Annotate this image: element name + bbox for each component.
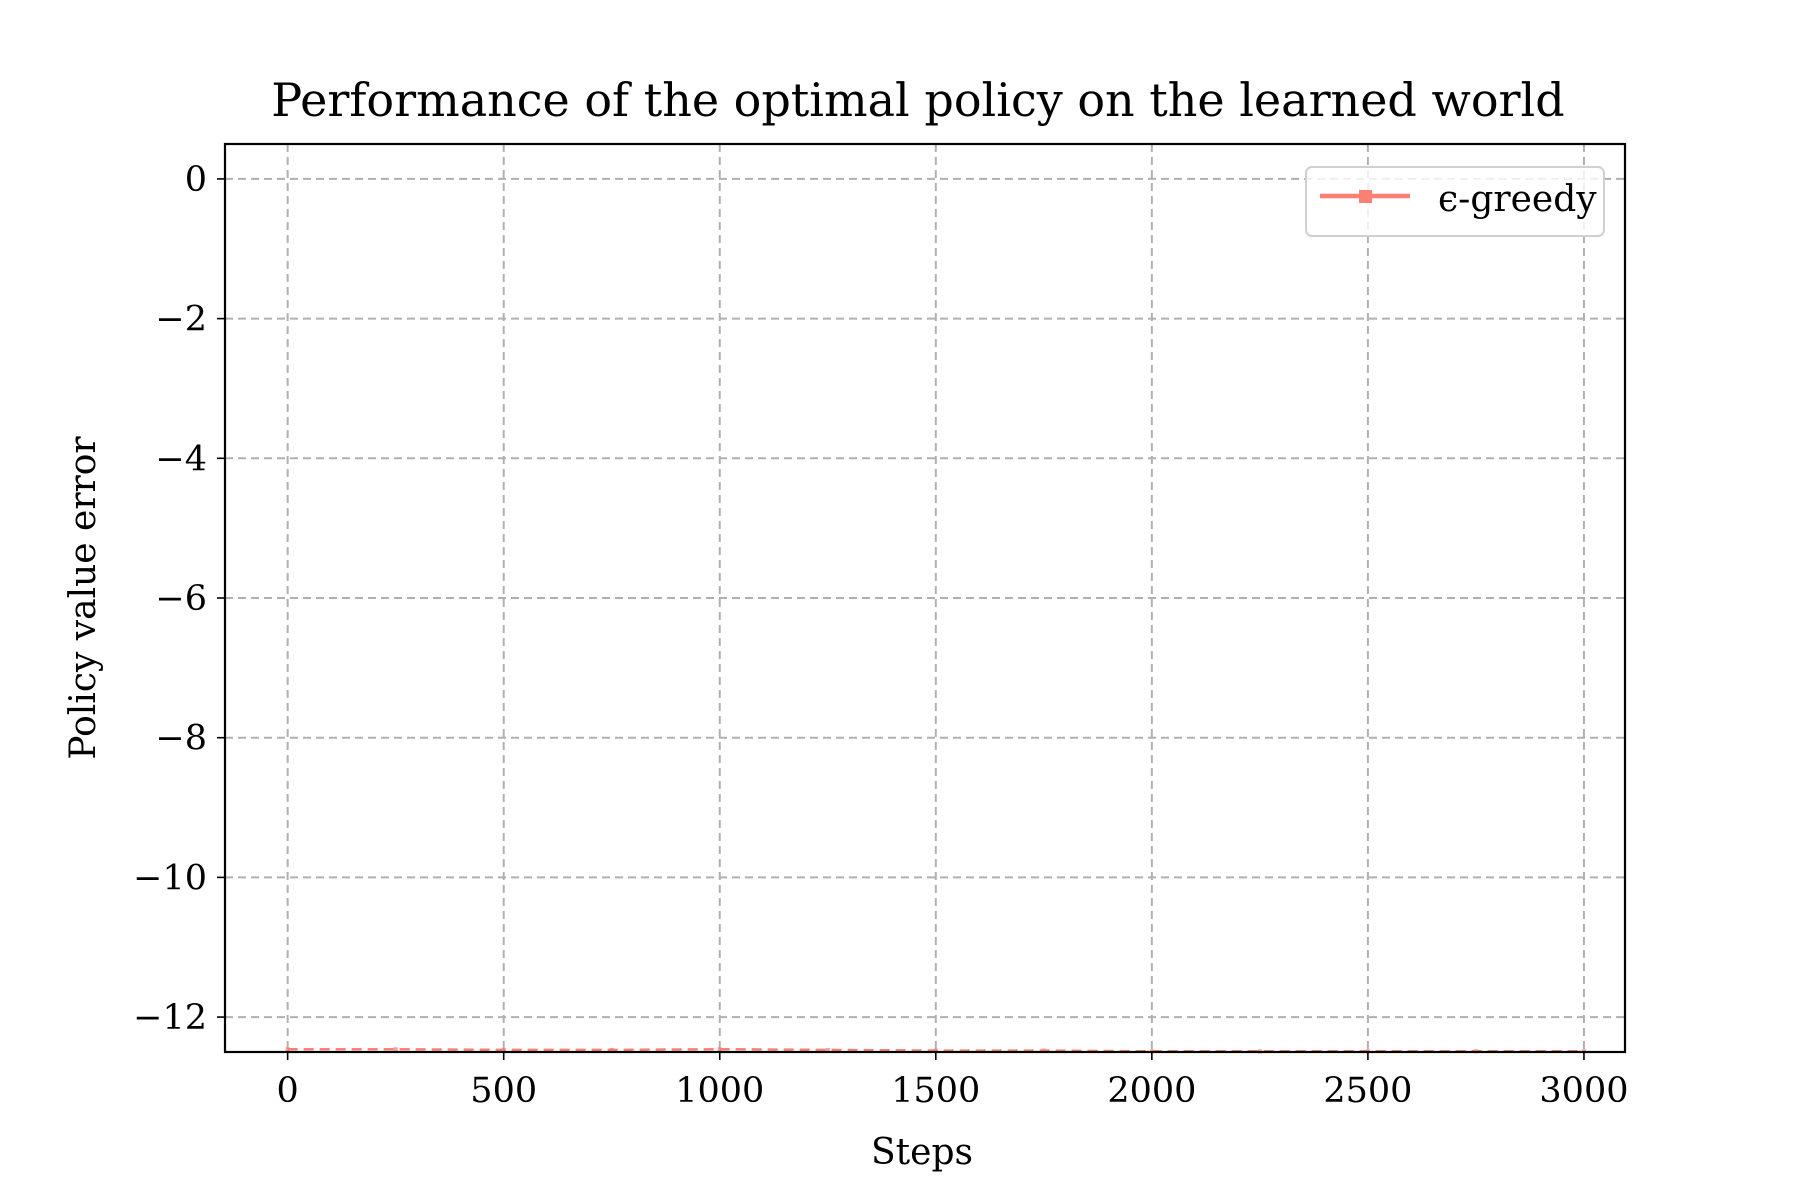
- x-axis-ticks: 0 500 1000 1500 2000 2500 3000: [277, 1052, 1628, 1111]
- series-point-0-2: [501, 1047, 506, 1052]
- grid: [225, 144, 1625, 1052]
- x-tick-label-0: 0: [277, 1071, 299, 1111]
- legend-label: ϵ-greedy: [1438, 179, 1597, 220]
- legend-frame: [1305, 166, 1605, 237]
- series-point-0-5: [825, 1047, 830, 1052]
- series-point-0-0: [285, 1047, 290, 1052]
- legend: ϵ-greedy: [1305, 166, 1605, 237]
- series-point-0-6: [933, 1048, 938, 1053]
- y-tick-label-2: −4: [155, 439, 207, 479]
- x-tick-label-5: 2500: [1323, 1071, 1412, 1111]
- x-tick-label-1: 500: [470, 1071, 537, 1111]
- y-axis-ticks: 0 −2 −4 −6 −8 −10 −12: [133, 160, 225, 1038]
- series-point-0-1: [393, 1047, 398, 1052]
- y-tick-label-1: −2: [155, 300, 207, 340]
- chart-title: Performance of the optimal policy on the…: [271, 73, 1564, 127]
- x-tick-label-3: 1500: [891, 1071, 980, 1111]
- series-point-0-4: [717, 1047, 722, 1052]
- y-tick-label-5: −10: [133, 858, 207, 898]
- x-tick-label-2: 1000: [675, 1071, 764, 1111]
- x-tick-label-4: 2000: [1107, 1071, 1196, 1111]
- y-tick-label-3: −6: [155, 579, 207, 619]
- x-tick-label-6: 3000: [1539, 1071, 1628, 1111]
- x-axis-label: Steps: [871, 1132, 973, 1173]
- y-tick-label-6: −12: [133, 998, 207, 1038]
- y-axis-label: Policy value error: [63, 436, 104, 760]
- legend-square-marker: [1359, 190, 1372, 203]
- series-point-0-7: [1041, 1048, 1046, 1053]
- series-point-0-3: [609, 1047, 614, 1052]
- y-tick-label-4: −8: [155, 719, 207, 759]
- y-tick-label-0: 0: [185, 160, 207, 200]
